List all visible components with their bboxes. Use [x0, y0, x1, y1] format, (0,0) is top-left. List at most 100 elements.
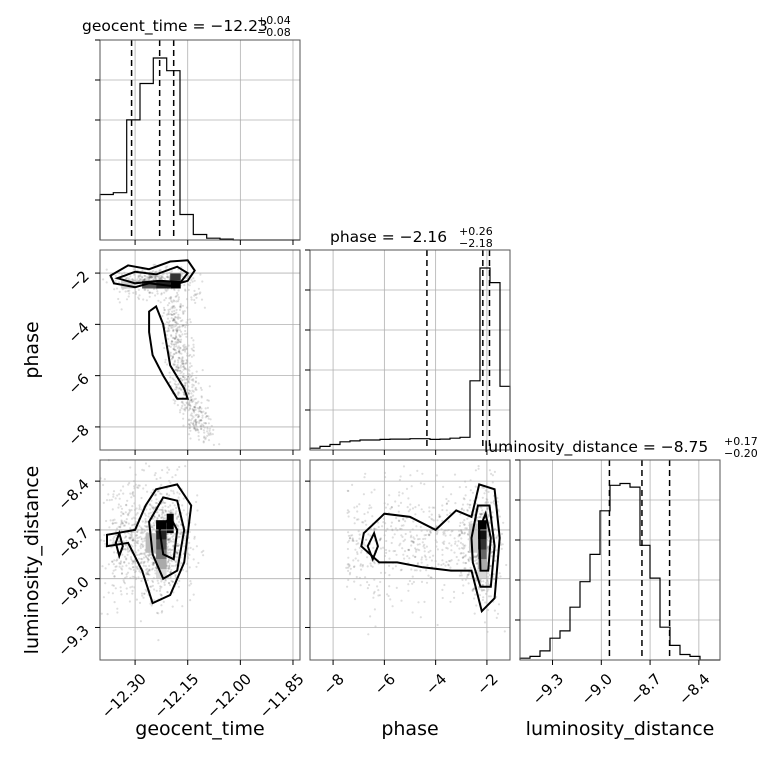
scatter-point — [465, 561, 468, 565]
scatter-point — [138, 277, 142, 280]
scatter-point — [190, 278, 193, 281]
scatter-point — [206, 430, 209, 433]
scatter-point — [358, 533, 361, 536]
scatter-point — [145, 277, 148, 281]
scatter-point — [112, 537, 115, 540]
scatter-point — [120, 572, 124, 575]
scatter-point — [455, 555, 458, 559]
scatter-point — [407, 583, 410, 586]
scatter-point — [346, 541, 349, 544]
scatter-point — [178, 308, 182, 311]
scatter-point — [107, 563, 110, 566]
scatter-point — [187, 419, 190, 422]
scatter-point — [169, 510, 172, 513]
scatter-point — [390, 541, 393, 545]
scatter-point — [131, 589, 134, 593]
scatter-point — [185, 335, 188, 338]
scatter-point — [155, 270, 158, 273]
scatter-point — [176, 544, 179, 548]
scatter-point — [180, 330, 183, 333]
scatter-point — [188, 366, 191, 369]
scatter-point — [204, 438, 207, 441]
scatter-point — [354, 548, 357, 551]
scatter-point — [176, 392, 179, 395]
scatter-point — [347, 578, 350, 582]
scatter-point — [128, 508, 131, 511]
scatter-point — [488, 521, 491, 524]
scatter-point — [188, 530, 191, 534]
scatter-point — [196, 428, 199, 431]
scatter-point — [166, 304, 169, 307]
scatter-point — [442, 485, 445, 488]
scatter-point — [127, 483, 130, 486]
scatter-point — [456, 544, 459, 547]
scatter-point — [176, 552, 179, 555]
scatter-point — [142, 561, 145, 564]
scatter-point — [179, 316, 182, 320]
scatter-point — [174, 349, 177, 352]
scatter-point — [376, 585, 379, 588]
scatter-point — [154, 275, 157, 278]
scatter-point — [157, 299, 160, 302]
scatter-point — [171, 319, 174, 322]
scatter-point — [170, 299, 173, 303]
scatter-point — [209, 433, 212, 436]
scatter-point — [463, 567, 466, 570]
scatter-point — [190, 296, 193, 299]
scatter-point — [185, 530, 188, 533]
scatter-point — [120, 273, 123, 276]
scatter-point — [141, 468, 144, 471]
scatter-point — [400, 568, 403, 571]
density-cell — [477, 549, 487, 560]
scatter-point — [175, 386, 178, 389]
scatter-point — [176, 599, 179, 602]
scatter-point — [475, 604, 478, 607]
scatter-point — [154, 572, 157, 575]
scatter-point — [177, 356, 180, 359]
scatter-point — [194, 386, 197, 390]
scatter-point — [425, 533, 428, 537]
scatter-point — [418, 537, 421, 541]
scatter-point — [189, 429, 192, 432]
scatter-point — [208, 433, 211, 436]
scatter-point — [439, 515, 442, 518]
x-tick-label: −8.4 — [675, 670, 713, 708]
scatter-point — [130, 536, 133, 539]
scatter-point — [174, 334, 177, 337]
scatter-point — [474, 555, 477, 559]
scatter-point — [135, 534, 138, 537]
scatter-point — [189, 414, 192, 417]
scatter-point — [138, 508, 141, 511]
scatter-point — [490, 544, 493, 547]
scatter-point — [170, 342, 173, 345]
scatter-point — [147, 558, 150, 562]
scatter-point — [367, 533, 370, 536]
scatter-point — [125, 573, 128, 576]
scatter-point — [131, 539, 134, 542]
scatter-point — [104, 567, 107, 570]
scatter-point — [363, 476, 366, 479]
scatter-point — [164, 358, 167, 361]
density-cell — [477, 529, 487, 540]
scatter-point — [125, 277, 128, 280]
scatter-point — [482, 596, 485, 599]
scatter-point — [193, 420, 196, 423]
scatter-point — [188, 433, 191, 436]
scatter-point — [185, 513, 188, 516]
scatter-point — [174, 564, 177, 567]
scatter-point — [159, 277, 162, 280]
scatter-point — [152, 522, 155, 525]
scatter-point — [138, 504, 141, 507]
scatter-point — [172, 378, 176, 381]
scatter-point — [358, 503, 361, 506]
scatter-point — [487, 583, 490, 587]
scatter-point — [142, 531, 145, 534]
density-cell — [469, 523, 478, 553]
scatter-point — [154, 294, 157, 297]
scatter-point — [176, 551, 179, 555]
scatter-point — [179, 335, 182, 338]
scatter-point — [103, 478, 106, 481]
scatter-point — [119, 525, 122, 528]
scatter-point — [175, 342, 178, 346]
scatter-point — [192, 558, 195, 561]
